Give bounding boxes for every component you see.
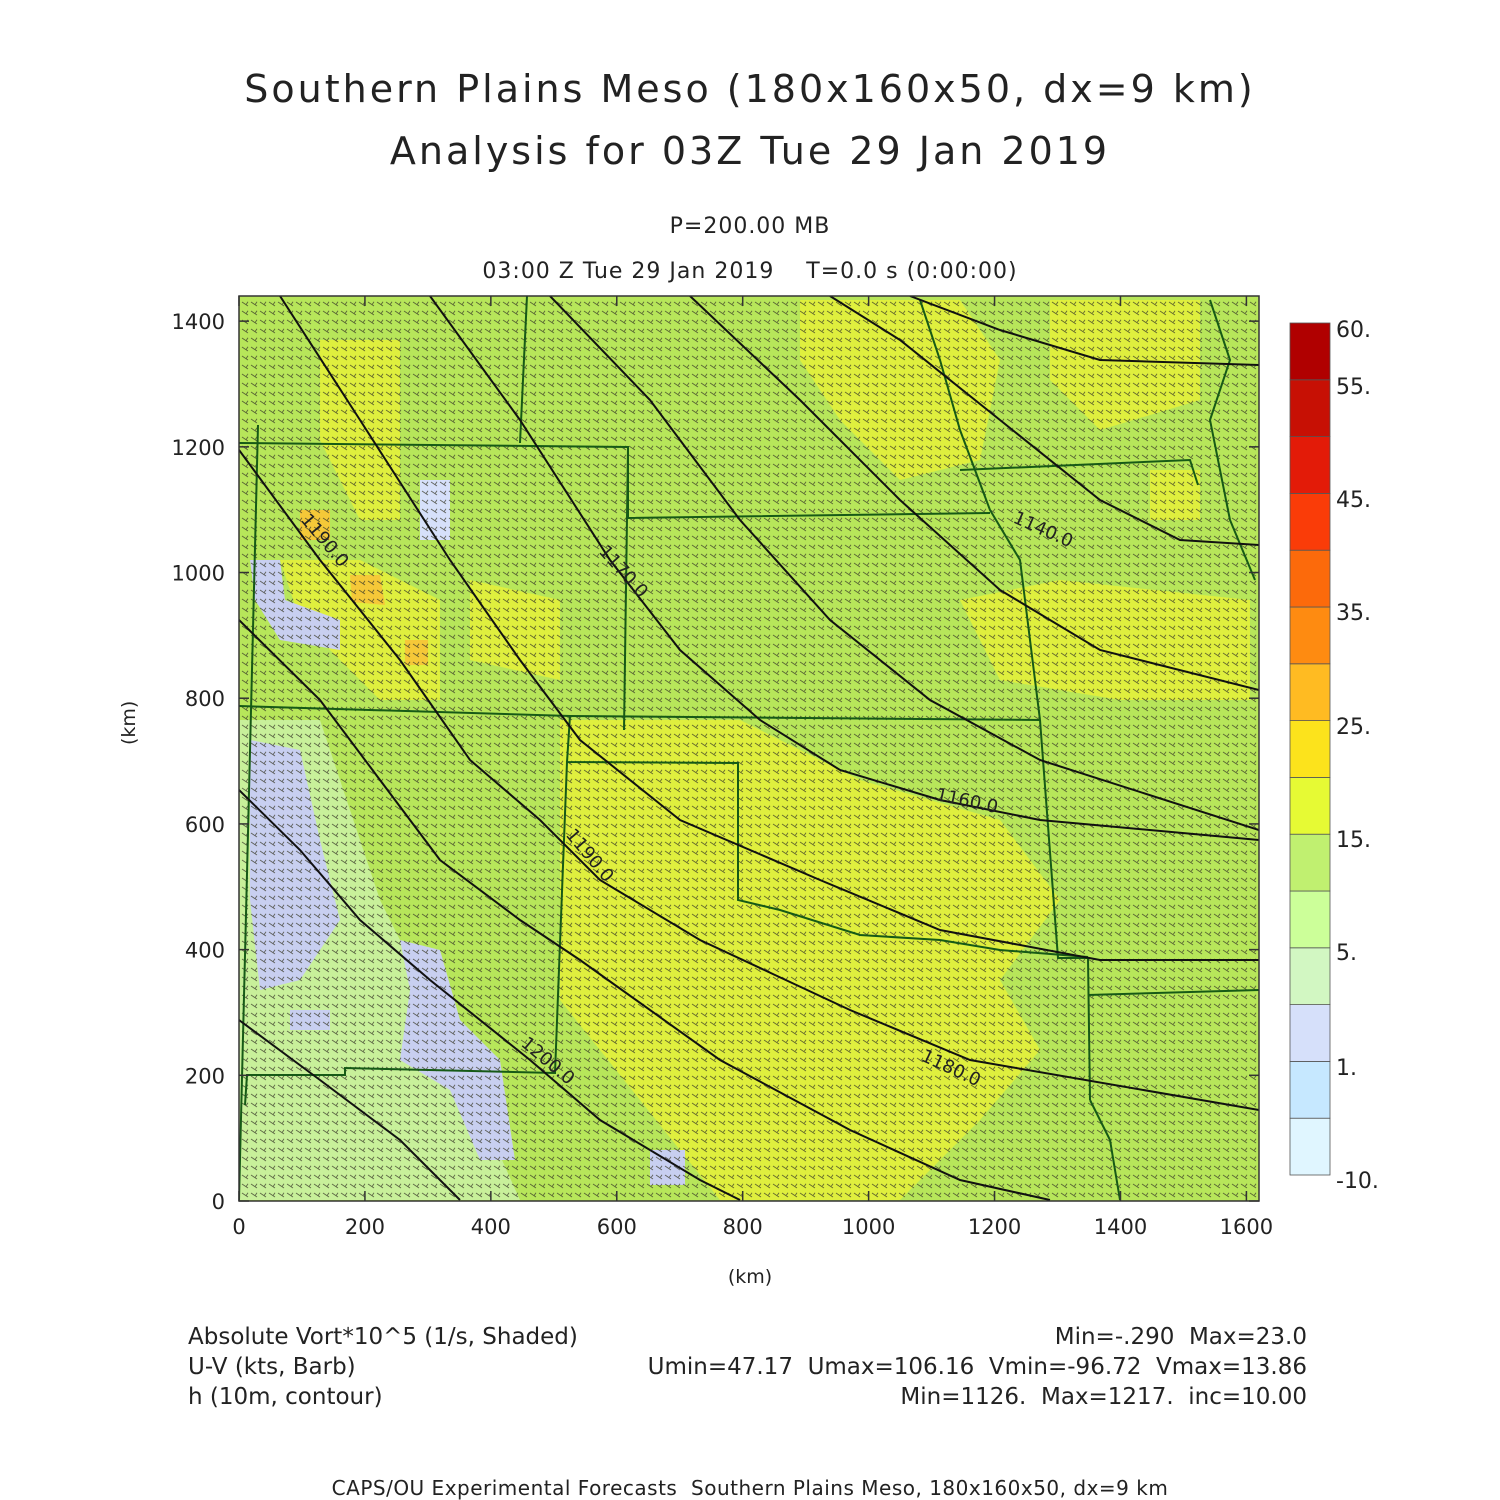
border-iowa-missouri	[959, 458, 1199, 486]
contour-1210	[239, 619, 1051, 1201]
contour-1220	[239, 789, 741, 1201]
contour-1160a	[689, 296, 1259, 691]
colorbar-label: 25.	[1336, 715, 1371, 740]
colorbar-swatch	[1289, 890, 1331, 949]
colorbar-swatch	[1289, 720, 1331, 778]
colorbar-label: 60.	[1336, 318, 1371, 343]
colorbar-label: 15.	[1336, 828, 1371, 853]
contour-1150	[829, 296, 1259, 546]
x-axis-label: (km)	[727, 1266, 773, 1288]
x-tick-label: 200	[345, 1215, 385, 1239]
figure-title-line1: Southern Plains Meso (180x160x50, dx=9 k…	[244, 67, 1256, 111]
valid-time-label: 03:00 Z Tue 29 Jan 2019 T=0.0 s (0:00:00…	[482, 259, 1018, 284]
border-colorado-kansas	[623, 446, 629, 731]
field-lavender-1	[250, 560, 340, 650]
legend-wind-label: U-V (kts, Barb)	[188, 1354, 356, 1380]
x-tick-label: 1600	[1220, 1215, 1273, 1239]
field-lavender-2	[250, 740, 340, 990]
field-orange-spot2	[405, 640, 428, 665]
contour-1180a	[429, 296, 1259, 841]
x-tick-label: 600	[597, 1215, 637, 1239]
colorbar-swatch	[1289, 947, 1331, 1005]
field-orange-spot3	[300, 510, 330, 540]
footer-credit: CAPS/OU Experimental Forecasts Southern …	[331, 1476, 1169, 1500]
colorbar-swatch	[1289, 833, 1331, 892]
colorbar-label: -10.	[1336, 1169, 1379, 1194]
legend-wind-range: Umin=47.17 Umax=106.16 Vmin=-96.72 Vmax=…	[647, 1354, 1307, 1380]
plot-frame	[238, 295, 1260, 1202]
legend-height-range: Min=1126. Max=1217. inc=10.00	[900, 1384, 1307, 1410]
barb-field	[241, 301, 1257, 1198]
legend-vorticity-range: Min=-.290 Max=23.0	[1054, 1324, 1307, 1350]
colorbar-label: 5.	[1336, 941, 1357, 966]
border-oklahoma-texas	[565, 715, 1089, 958]
y-tick-label: 200	[185, 1064, 225, 1088]
border-arkansas-north	[1087, 989, 1259, 996]
colorbar-label: 45.	[1336, 488, 1371, 513]
x-tick-label: 800	[723, 1215, 763, 1239]
border-missouri-river	[919, 299, 1041, 721]
y-tick-label: 800	[185, 687, 225, 711]
y-tick-label: 400	[185, 939, 225, 963]
colorbar: 60. 55. 45. 35. 25. 15. 5. 1. -10.	[1289, 318, 1379, 1194]
border-nm-texas	[244, 761, 568, 1106]
colorbar-swatch	[1289, 379, 1331, 437]
colorbar-label: 35.	[1336, 601, 1371, 626]
border-wyoming-nebraska	[519, 296, 528, 444]
figure-title-line2: Analysis for 03Z Tue 29 Jan 2019	[389, 129, 1111, 173]
y-tick-label: 1000	[172, 562, 225, 586]
x-tick-label: 1400	[1094, 1215, 1147, 1239]
y-tick-label: 600	[185, 813, 225, 837]
colorbar-swatch	[1289, 606, 1331, 665]
colorbar-swatch	[1289, 777, 1331, 835]
x-tick-label: 1200	[968, 1215, 1021, 1239]
colorbar-swatch	[1289, 1061, 1331, 1119]
colorbar-swatch	[1289, 436, 1331, 494]
y-tick-label: 0	[212, 1190, 225, 1214]
colorbar-label: 1.	[1336, 1056, 1357, 1081]
legend-height-label: h (10m, contour)	[188, 1384, 383, 1410]
colorbar-swatch	[1289, 1117, 1331, 1176]
x-tick-label: 1000	[842, 1215, 895, 1239]
field-orange-spot1	[350, 575, 385, 605]
contour-1200	[239, 449, 1259, 1111]
state-boundaries	[239, 296, 1259, 1201]
x-tick-label: 0	[232, 1215, 245, 1239]
border-arkansas-west	[1039, 719, 1091, 1101]
field-yellow-northeast	[1050, 300, 1200, 430]
x-tick-label: 400	[471, 1215, 511, 1239]
contour-1140a	[909, 296, 1259, 366]
colorbar-label: 55.	[1336, 375, 1371, 400]
y-axis: 0 200 400 600 800 1000 1200 1400	[172, 310, 1259, 1214]
y-tick-label: 1200	[172, 436, 225, 460]
wind-barbs	[241, 301, 1257, 1198]
colorbar-swatch	[1289, 492, 1331, 551]
border-mississippi	[1208, 299, 1256, 581]
height-contours	[239, 296, 1259, 1201]
y-tick-label: 1400	[172, 310, 225, 334]
colorbar-swatch	[1289, 549, 1331, 608]
y-axis-label: (km)	[118, 700, 140, 745]
contour-1190	[279, 296, 1259, 961]
legend-vorticity-label: Absolute Vort*10^5 (1/s, Shaded)	[188, 1324, 578, 1350]
contour-1170	[549, 296, 1259, 831]
x-axis: 0 200 400 600 800 1000 1200 1400 1600	[232, 296, 1273, 1239]
field-lavender-3	[400, 940, 515, 1160]
colorbar-swatch	[1289, 663, 1331, 721]
border-west	[239, 424, 259, 1201]
border-arkansas-louisiana	[1089, 1099, 1121, 1201]
contour-1230	[239, 1019, 461, 1201]
pressure-level-label: P=200.00 MB	[669, 214, 831, 239]
colorbar-swatch	[1289, 1004, 1331, 1062]
field-yellow-center	[470, 580, 560, 680]
colorbar-swatch	[1289, 322, 1331, 381]
field-yellow-north	[800, 300, 1000, 480]
